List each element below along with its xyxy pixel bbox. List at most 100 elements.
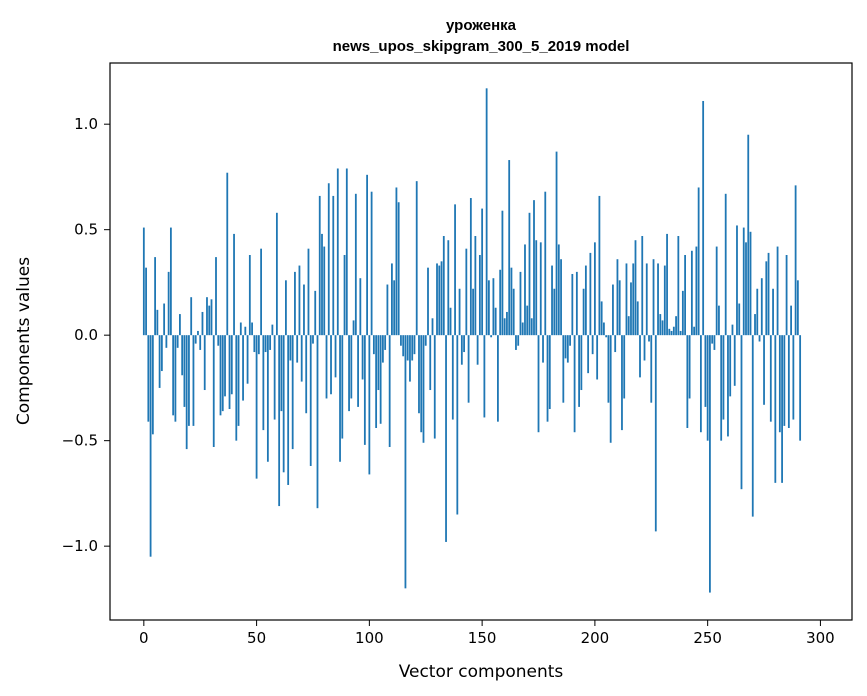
y-tick-label: 1.0 xyxy=(74,115,98,133)
bar xyxy=(612,284,614,336)
bar xyxy=(275,212,278,336)
bar xyxy=(553,288,556,336)
bar xyxy=(720,335,723,441)
bar xyxy=(447,240,450,336)
bar xyxy=(300,335,303,382)
bar xyxy=(314,290,317,336)
bar xyxy=(449,307,452,336)
bar xyxy=(442,236,445,336)
bar xyxy=(499,269,502,336)
x-tick-label: 0 xyxy=(139,629,149,647)
bar xyxy=(641,236,644,336)
x-axis-label: Vector components xyxy=(399,662,564,682)
bar xyxy=(273,335,276,420)
bar xyxy=(363,335,366,445)
bar xyxy=(422,335,425,443)
bar xyxy=(305,335,308,414)
bar xyxy=(686,335,689,428)
bar xyxy=(474,236,477,336)
bar xyxy=(336,168,339,336)
bar xyxy=(544,191,547,336)
bar xyxy=(199,335,202,350)
bar xyxy=(246,335,249,384)
bar xyxy=(790,305,792,336)
bar xyxy=(194,335,197,344)
bar xyxy=(458,288,461,336)
bar xyxy=(787,335,790,428)
bar xyxy=(233,233,235,336)
bar xyxy=(668,328,671,336)
bar xyxy=(580,335,583,391)
bar xyxy=(587,335,590,374)
bar xyxy=(418,335,420,414)
bar xyxy=(727,335,729,437)
bar xyxy=(573,335,576,433)
y-axis: −1.0 −0.5 0.0 0.5 1.0 xyxy=(62,115,110,555)
bar xyxy=(341,335,344,439)
bar xyxy=(400,335,402,346)
x-tick-label: 150 xyxy=(468,629,497,647)
bar xyxy=(260,248,262,336)
bar xyxy=(156,309,159,336)
bar xyxy=(704,335,707,407)
bar xyxy=(684,255,686,336)
bar xyxy=(239,322,242,336)
bar xyxy=(357,335,359,407)
bar xyxy=(769,335,772,422)
bar xyxy=(589,252,592,336)
bar xyxy=(729,335,732,397)
bar xyxy=(181,335,184,376)
bar xyxy=(242,335,244,401)
bar xyxy=(535,240,538,336)
bar xyxy=(675,316,677,336)
bar xyxy=(733,335,736,386)
bar xyxy=(264,335,267,353)
bar xyxy=(575,271,578,336)
bar xyxy=(607,335,610,403)
bar xyxy=(603,322,605,336)
bar xyxy=(142,227,145,336)
bar xyxy=(621,335,623,431)
bar xyxy=(695,246,698,336)
bar xyxy=(508,160,511,336)
bar xyxy=(736,225,738,336)
bar xyxy=(160,335,163,372)
bar xyxy=(690,250,693,336)
bar xyxy=(438,265,441,336)
bar xyxy=(652,259,655,336)
bar xyxy=(381,335,384,363)
bar xyxy=(176,335,179,348)
bar xyxy=(521,322,524,336)
bar xyxy=(754,314,756,336)
bar xyxy=(706,335,709,441)
bar xyxy=(431,318,434,336)
bar xyxy=(571,273,574,336)
bar xyxy=(312,335,314,344)
bar xyxy=(201,311,204,336)
bar xyxy=(348,335,350,412)
bar xyxy=(623,335,626,399)
bar xyxy=(661,320,664,336)
bar xyxy=(388,335,391,447)
bar xyxy=(469,198,472,336)
bar xyxy=(343,255,346,336)
bar xyxy=(524,244,526,336)
bar xyxy=(596,335,599,380)
bar xyxy=(632,263,635,336)
bar xyxy=(490,335,493,338)
x-tick-label: 200 xyxy=(581,629,610,647)
bar xyxy=(165,335,168,348)
bar xyxy=(702,100,705,336)
bar xyxy=(235,335,238,441)
bar xyxy=(192,335,195,426)
bar xyxy=(650,335,653,403)
bar xyxy=(427,267,429,336)
bar xyxy=(436,263,438,336)
bar xyxy=(542,335,544,363)
bar xyxy=(440,261,443,336)
bar xyxy=(327,183,330,336)
bar xyxy=(163,303,166,336)
bar xyxy=(445,335,447,542)
